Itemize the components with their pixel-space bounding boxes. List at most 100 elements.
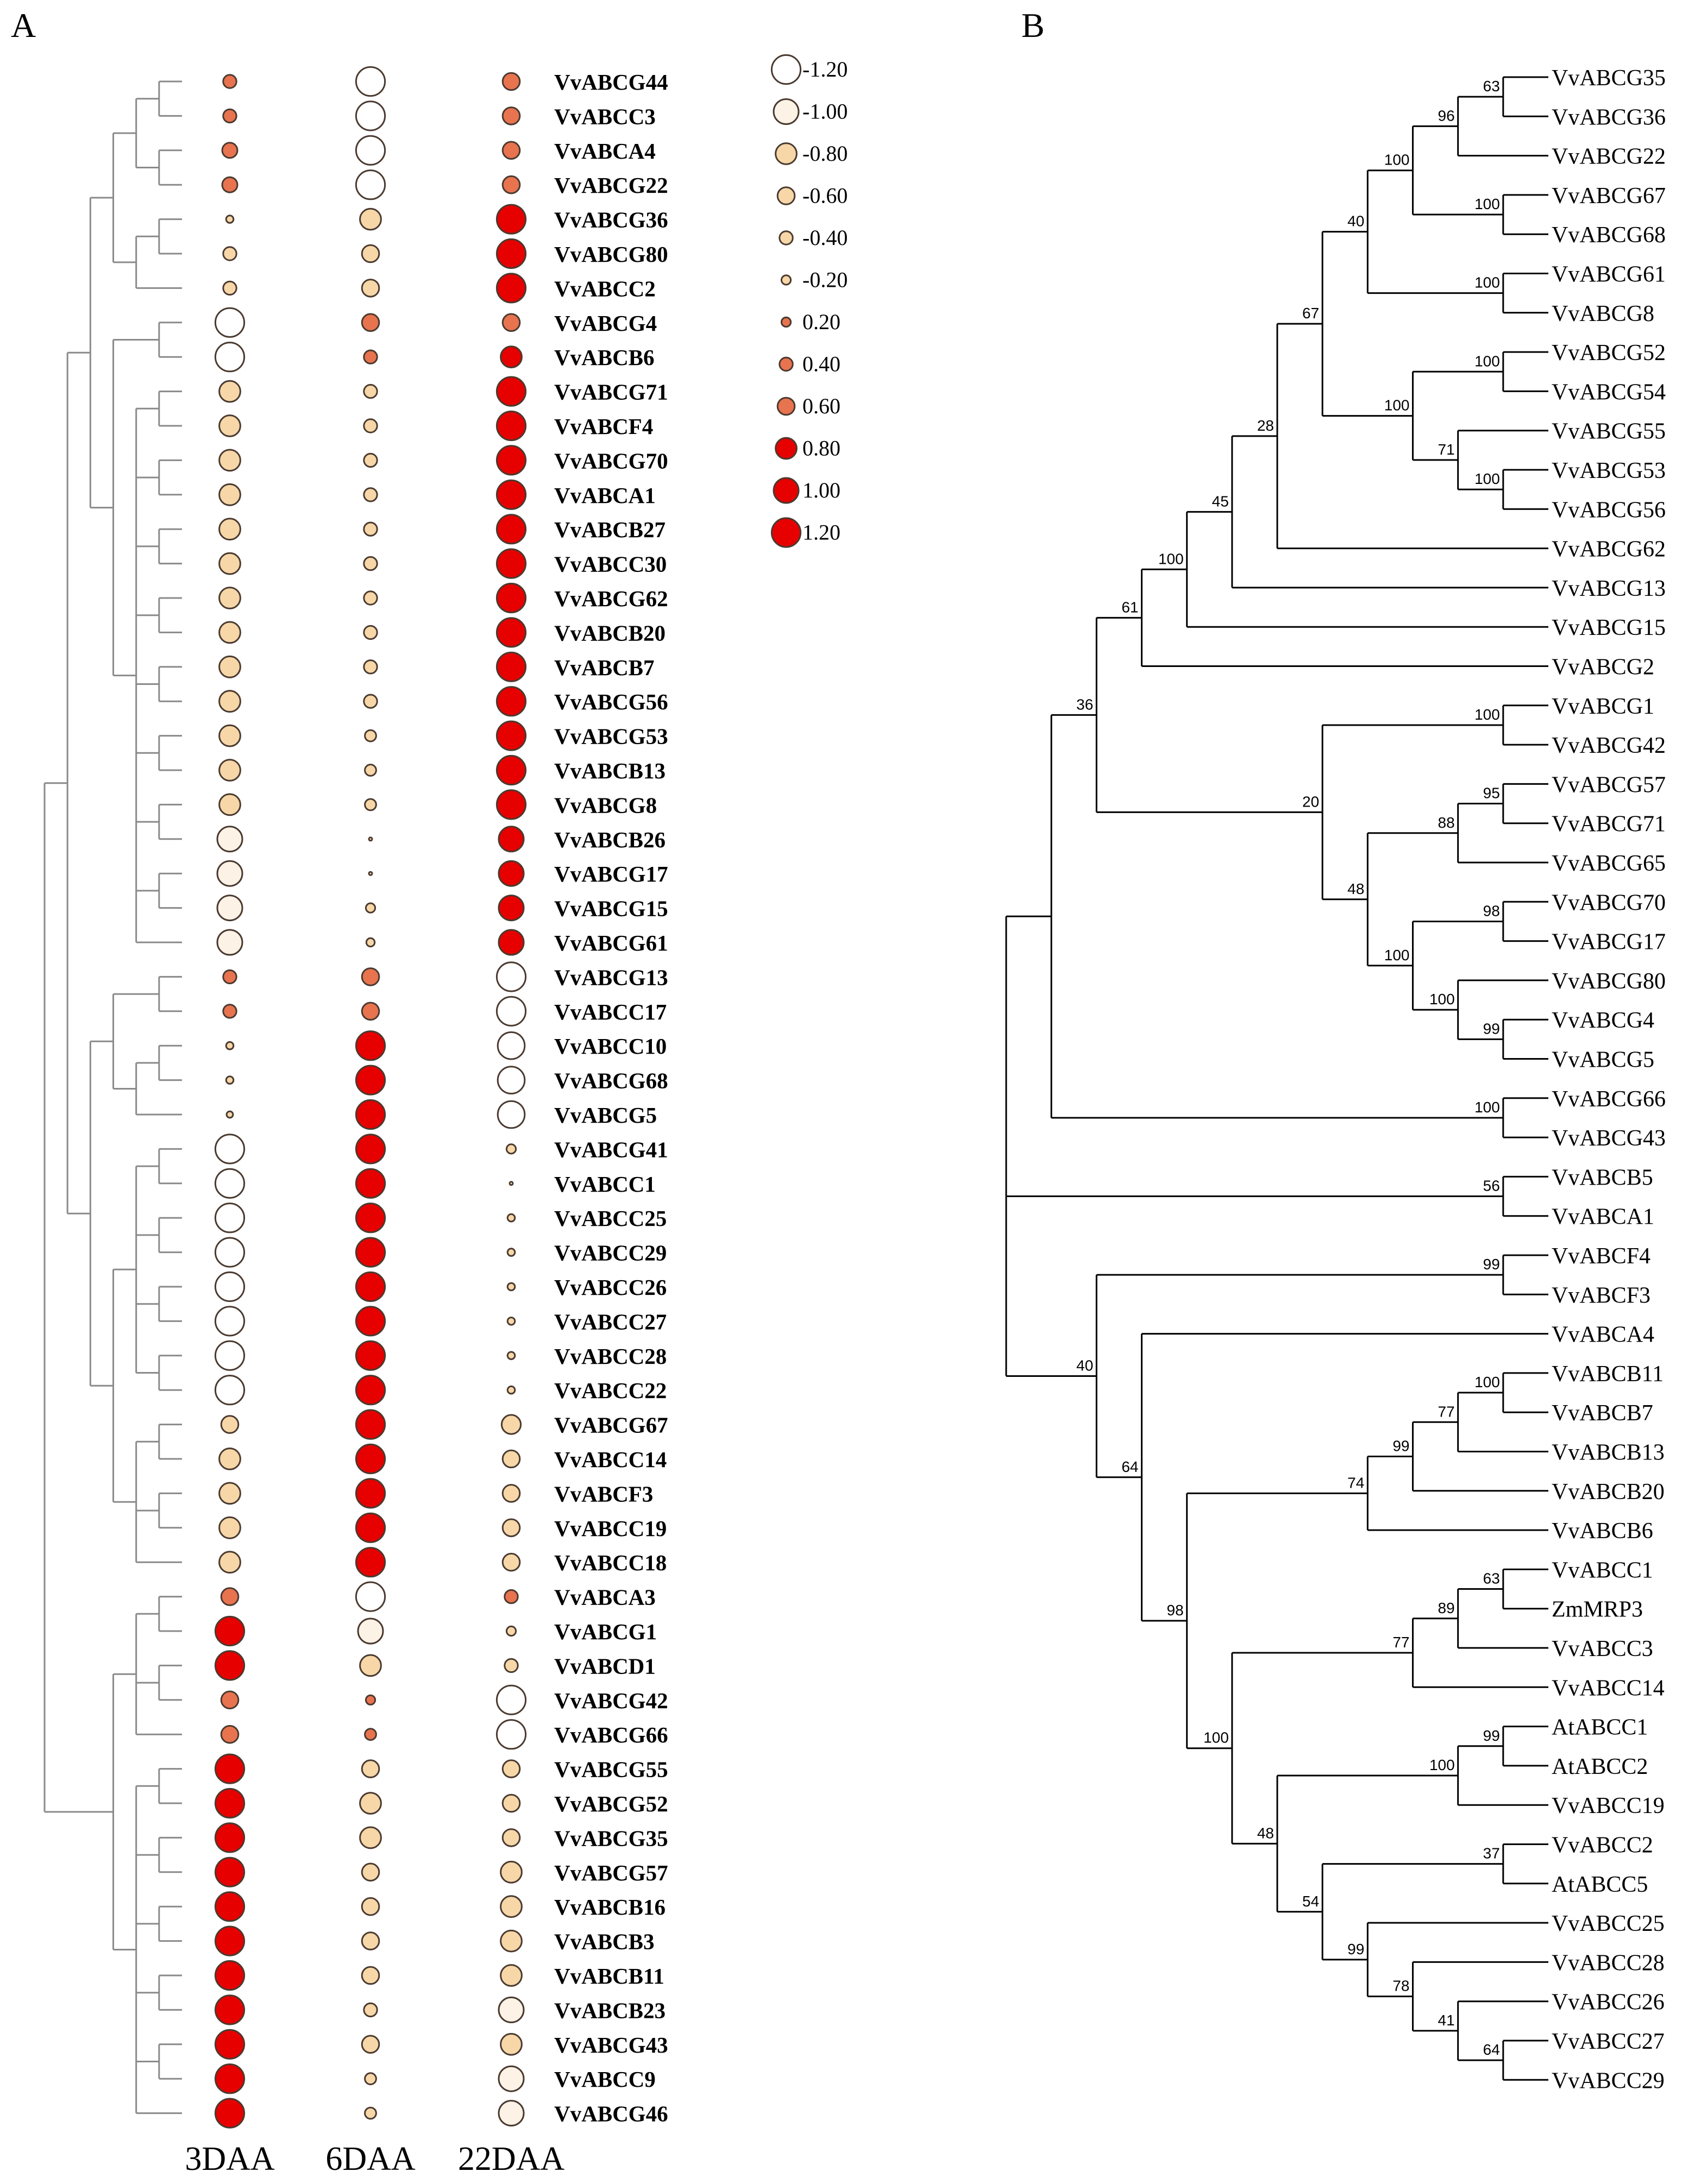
bubble-VvABCG70-3DAA <box>218 449 241 472</box>
bubble-VvABCG53-22DAA <box>495 720 527 751</box>
bubble-VvABCG8-3DAA <box>218 793 241 816</box>
gene-label: VvABCC19 <box>554 1516 667 1541</box>
bubble-VvABCF4-3DAA <box>218 414 241 437</box>
bootstrap-value: 48 <box>1257 1824 1274 1841</box>
bubble-VvABCG80-22DAA <box>495 238 527 269</box>
gene-label: VvABCC14 <box>554 1447 667 1472</box>
panel-b-phylogenetic-tree: VvABCG35 VvABCG36 63 VvABCG22 96 VvABCG67 VvAB… <box>1005 66 1666 2093</box>
bubble-VvABCC17-3DAA <box>222 1004 237 1019</box>
bubble-VvABCG35-3DAA <box>214 1822 246 1853</box>
bubble-VvABCA1-6DAA <box>363 487 378 502</box>
bubble-VvABCA1-22DAA <box>495 479 527 510</box>
bubble-VvABCC10-22DAA <box>497 1031 526 1060</box>
taxon-label: VvABCG2 <box>1552 655 1654 680</box>
bubble-VvABCG56-6DAA <box>363 694 378 709</box>
gene-label: VvABCC3 <box>554 104 656 129</box>
bubble-VvABCC29-6DAA <box>355 1237 386 1268</box>
bootstrap-value: 64 <box>1121 1458 1138 1475</box>
bootstrap-value: 100 <box>1474 1099 1500 1116</box>
legend-label: -0.40 <box>802 225 848 250</box>
taxon-label: VvABCG35 <box>1552 66 1666 91</box>
legend-swatch <box>779 356 794 372</box>
bubble-VvABCC25-3DAA <box>214 1203 246 1233</box>
bubble-VvABCB23-3DAA <box>214 1994 246 2025</box>
gene-label: VvABCF3 <box>554 1481 653 1506</box>
bubble-VvABCD1-22DAA <box>504 1658 519 1673</box>
taxon-label: VvABCB7 <box>1552 1401 1653 1426</box>
bubble-VvABCC30-3DAA <box>218 552 241 575</box>
bubble-VvABCG52-6DAA <box>359 1792 382 1815</box>
bubble-VvABCB20-22DAA <box>495 617 527 648</box>
bubble-VvABCC30-6DAA <box>363 556 378 571</box>
bubble-VvABCG1-22DAA <box>505 1625 517 1637</box>
bubble-VvABCC22-3DAA <box>214 1375 246 1406</box>
bubble-VvABCC22-6DAA <box>355 1375 386 1406</box>
bootstrap-value: 100 <box>1474 353 1500 369</box>
taxon-label: VvABCG17 <box>1552 930 1666 955</box>
gene-label: VvABCA3 <box>554 1585 656 1610</box>
bubble-VvABCC2-3DAA <box>222 280 237 296</box>
bubble-VvABCG5-22DAA <box>497 1100 526 1129</box>
panel-a-label: A <box>11 6 36 45</box>
bubble-VvABCG13-22DAA <box>495 961 527 992</box>
gene-label: VvABCB6 <box>554 345 655 370</box>
bubble-VvABCC2-6DAA <box>361 279 380 298</box>
bubble-VvABCG42-6DAA <box>365 1694 376 1705</box>
bubble-VvABCA1-3DAA <box>218 483 241 506</box>
gene-label: VvABCB13 <box>554 758 666 783</box>
taxon-label: AtABCC1 <box>1552 1715 1648 1740</box>
gene-label: VvABCA4 <box>554 139 656 163</box>
bubble-VvABCC19-6DAA <box>355 1512 386 1543</box>
bootstrap-value: 63 <box>1483 1570 1500 1587</box>
gene-label: VvABCF4 <box>554 414 653 439</box>
legend-label: 1.00 <box>802 478 840 502</box>
bootstrap-value: 99 <box>1347 1941 1364 1958</box>
bubble-VvABCG13-3DAA <box>222 969 237 985</box>
bubble-VvABCF4-22DAA <box>495 410 527 442</box>
gene-label: VvABCG36 <box>554 207 668 232</box>
taxon-label: ZmMRP3 <box>1552 1597 1643 1622</box>
bubble-VvABCG35-22DAA <box>501 1828 521 1847</box>
bubble-VvABCG8-22DAA <box>495 789 527 820</box>
taxon-label: VvABCG70 <box>1552 890 1666 915</box>
legend-swatch <box>775 142 798 165</box>
taxon-label: VvABCG65 <box>1552 851 1666 876</box>
bubble-VvABCG57-6DAA <box>361 1862 380 1882</box>
bubble-VvABCB3-22DAA <box>500 1929 523 1953</box>
bubble-VvABCC19-22DAA <box>501 1518 521 1538</box>
gene-label: VvABCG35 <box>554 1826 668 1851</box>
taxon-label: VvABCG43 <box>1552 1126 1666 1151</box>
taxon-label: VvABCG53 <box>1552 458 1666 483</box>
bubble-VvABCC14-22DAA <box>501 1449 521 1469</box>
bubble-VvABCG56-22DAA <box>495 686 527 717</box>
gene-label: VvABCC10 <box>554 1034 667 1059</box>
bubble-VvABCG5-6DAA <box>355 1099 386 1130</box>
gene-label: VvABCG4 <box>554 311 657 336</box>
legend-label: -1.00 <box>802 99 848 124</box>
legend-swatch <box>780 274 792 286</box>
taxon-label: VvABCG67 <box>1552 184 1666 209</box>
bubble-VvABCC18-3DAA <box>218 1551 241 1574</box>
legend-label: 0.80 <box>802 436 840 461</box>
legend-label: 0.40 <box>802 352 840 376</box>
gene-label: VvABCB23 <box>554 1998 666 2023</box>
gene-label: VvABCG41 <box>554 1137 668 1162</box>
bubble-VvABCC1-3DAA <box>214 1168 246 1199</box>
taxon-label: VvABCG80 <box>1552 969 1666 994</box>
gene-label: VvABCG68 <box>554 1068 668 1093</box>
taxon-label: VvABCG36 <box>1552 105 1666 130</box>
gene-label: VvABCG52 <box>554 1791 668 1816</box>
bubble-VvABCC3-22DAA <box>501 106 521 125</box>
bubble-VvABCC3-3DAA <box>222 108 237 124</box>
bubble-VvABCG66-22DAA <box>495 1719 527 1750</box>
taxon-label: VvABCB6 <box>1552 1519 1653 1544</box>
bubble-VvABCG5-3DAA <box>225 1110 234 1119</box>
gene-label: VvABCC27 <box>554 1309 667 1334</box>
taxon-label: AtABCC5 <box>1552 1872 1648 1897</box>
taxon-label: VvABCG13 <box>1552 576 1666 601</box>
taxon-label: VvABCA4 <box>1552 1323 1654 1348</box>
bubble-VvABCG36-22DAA <box>495 204 527 235</box>
taxon-label: VvABCC1 <box>1552 1558 1653 1583</box>
bootstrap-value: 100 <box>1429 1757 1455 1773</box>
gene-label: VvABCC25 <box>554 1206 667 1231</box>
